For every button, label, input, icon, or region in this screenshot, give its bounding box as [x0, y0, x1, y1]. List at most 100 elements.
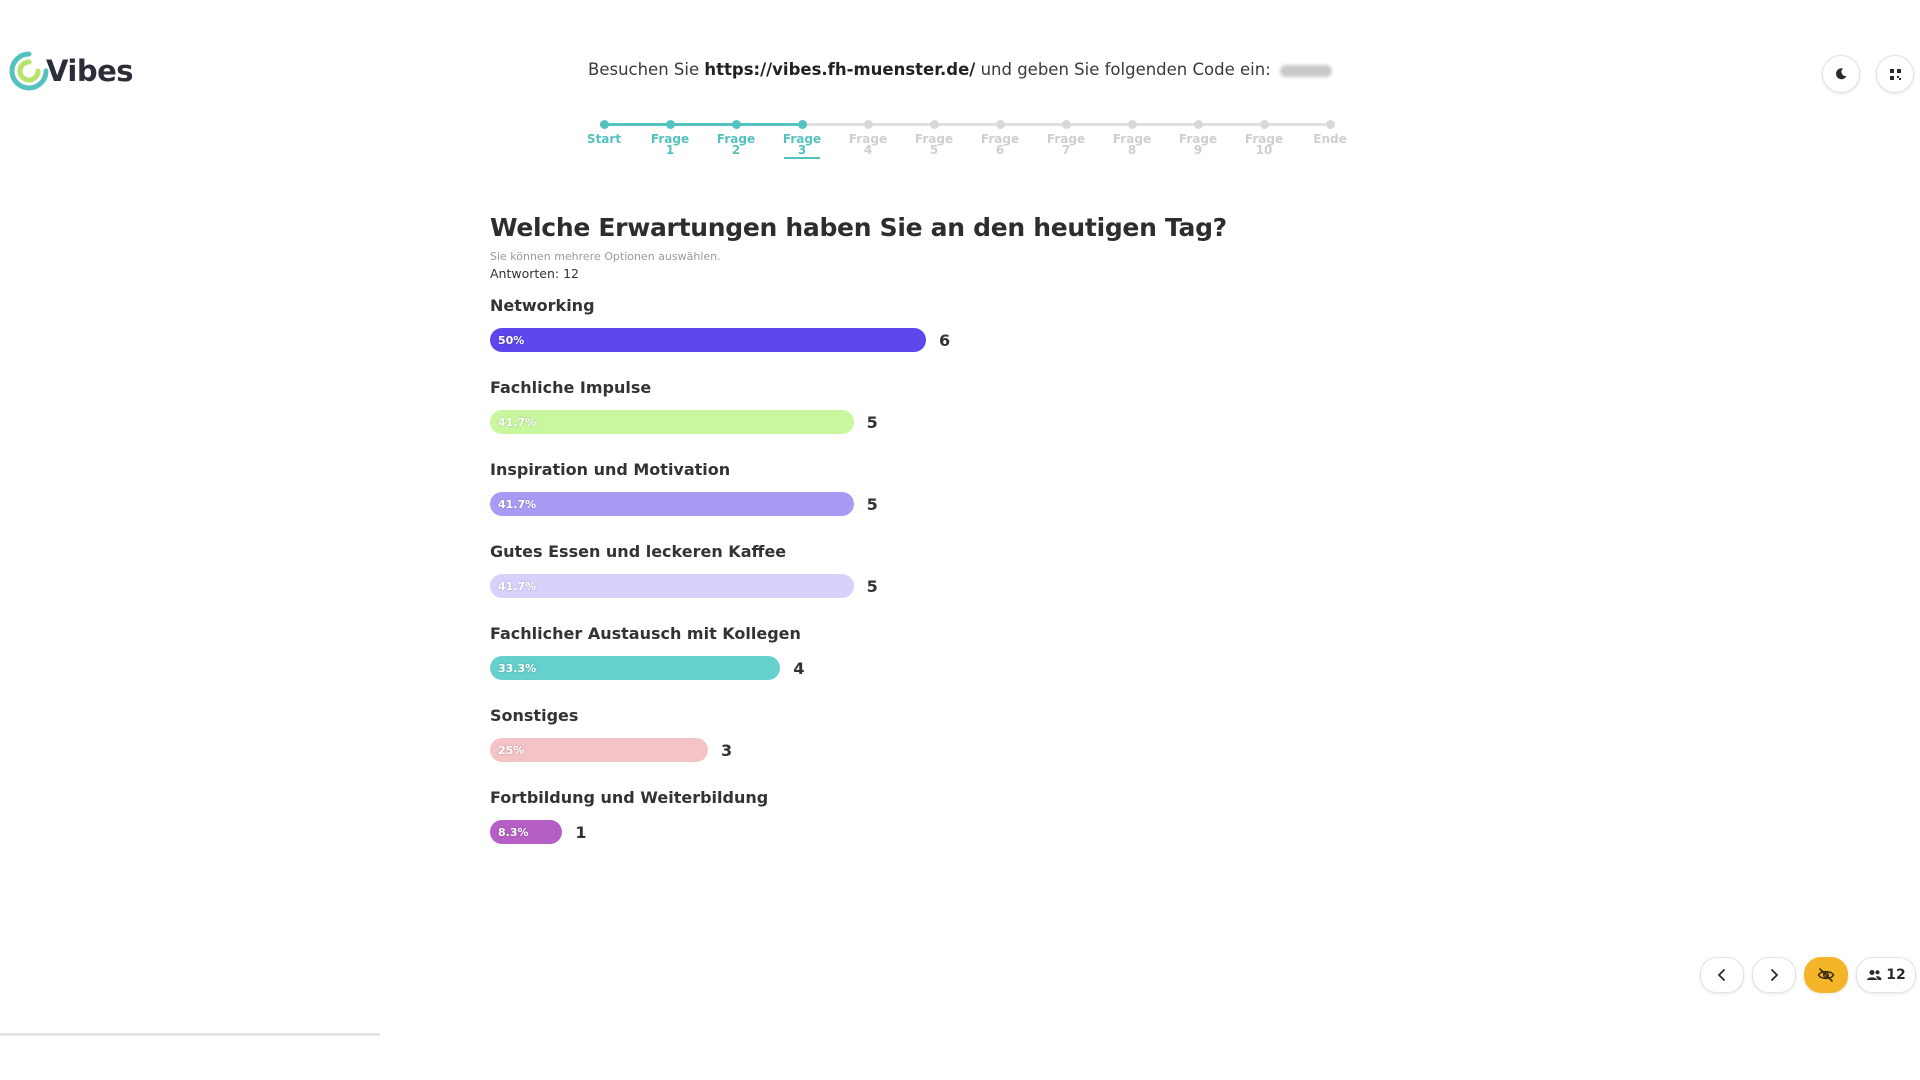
percent-label: 8.3%	[498, 825, 529, 839]
option-label: Fortbildung und Weiterbildung	[490, 788, 769, 807]
option-label: Gutes Essen und leckeren Kaffee	[490, 542, 787, 561]
chevron-left-icon	[1718, 969, 1725, 981]
join-url: https://vibes.fh-muenster.de/	[704, 60, 976, 79]
option-label: Inspiration und Motivation	[490, 460, 731, 479]
step-dot	[665, 120, 675, 129]
step-number: 9	[1193, 143, 1203, 157]
step-label: Start	[586, 132, 622, 146]
option-label: Networking	[490, 296, 595, 315]
participants-button[interactable]: 12	[1856, 957, 1916, 993]
vote-count: 4	[793, 658, 805, 678]
step-number: 2	[731, 143, 741, 157]
theme-toggle-button[interactable]	[1822, 55, 1860, 93]
logo-text: Vibes	[46, 54, 134, 88]
step-dot	[1193, 120, 1203, 129]
step-frage-2[interactable]: Frage 2	[696, 120, 776, 157]
participant-count: 12	[1886, 967, 1906, 983]
step-number: 4	[863, 143, 873, 157]
logo: Vibes	[8, 50, 134, 92]
step-frage-10[interactable]: Frage 10	[1224, 120, 1304, 157]
qr-code-button[interactable]	[1876, 55, 1914, 93]
results-chart: Networking 50% 6 Fachliche Impulse 41.7% 5 Ins…	[490, 296, 1390, 870]
step-frage-9[interactable]: Frage 9	[1158, 120, 1238, 157]
percent-label: 41.7%	[498, 497, 537, 511]
chevron-right-icon	[1771, 969, 1778, 981]
result-bar: 8.3%	[490, 820, 563, 844]
moon-icon	[1835, 68, 1847, 80]
step-label: Frage	[782, 132, 822, 146]
percent-label: 50%	[498, 333, 525, 347]
percent-label: 41.7%	[498, 415, 537, 429]
result-row: Fachliche Impulse 41.7% 5	[490, 378, 1390, 460]
step-frage-4[interactable]: Frage 4	[828, 120, 908, 157]
result-bar: 33.3%	[490, 656, 781, 680]
step-dot	[1259, 120, 1269, 129]
vote-count: 5	[866, 412, 878, 432]
result-row: Inspiration und Motivation 41.7% 5	[490, 460, 1390, 542]
result-row: Sonstiges 25% 3	[490, 706, 1390, 788]
answer-count: Antworten: 12	[490, 266, 579, 281]
option-label: Fachliche Impulse	[490, 378, 652, 397]
step-frage-7[interactable]: Frage 7	[1026, 120, 1106, 157]
step-dot	[797, 120, 807, 129]
qr-code-icon	[1889, 68, 1901, 80]
step-dot	[731, 120, 741, 129]
step-label: Ende	[1313, 132, 1347, 146]
vote-count: 3	[721, 740, 733, 760]
step-frage-3[interactable]: Frage 3	[762, 120, 842, 159]
result-row: Fortbildung und Weiterbildung 8.3% 1	[490, 788, 1390, 870]
step-number: 8	[1127, 143, 1137, 157]
result-row: Networking 50% 6	[490, 296, 1390, 378]
next-button[interactable]	[1752, 957, 1796, 993]
step-label: Frage	[1112, 132, 1152, 146]
step-number: 1	[665, 143, 675, 157]
question-stepper: Start Frage 1 Frage 2 Frage 3 Frage 4 Frage 5 Frage…	[587, 120, 1740, 170]
page-progress-line	[0, 1033, 380, 1036]
question-title: Welche Erwartungen haben Sie an den heut…	[490, 213, 1227, 242]
step-number: 3	[797, 143, 807, 157]
percent-label: 25%	[498, 743, 525, 757]
step-frage-1[interactable]: Frage 1	[630, 120, 710, 157]
step-dot	[929, 120, 939, 129]
step-frage-5[interactable]: Frage 5	[894, 120, 974, 157]
step-frage-8[interactable]: Frage 8	[1092, 120, 1172, 157]
access-code-blurred	[1280, 64, 1332, 77]
step-label: Frage	[980, 132, 1020, 146]
percent-label: 41.7%	[498, 579, 537, 593]
step-dot	[1325, 120, 1335, 129]
step-start[interactable]: Start	[564, 120, 644, 145]
step-label: Frage	[716, 132, 756, 146]
result-bar: 41.7%	[490, 574, 854, 598]
step-number: 7	[1061, 143, 1071, 157]
join-instruction: Besuchen Sie https://vibes.fh-muenster.d…	[0, 60, 1920, 79]
previous-button[interactable]	[1700, 957, 1744, 993]
instruction-suffix: und geben Sie folgenden Code ein:	[980, 60, 1271, 79]
eye-off-icon	[1817, 968, 1835, 982]
users-icon	[1867, 970, 1882, 980]
vote-count: 5	[866, 494, 878, 514]
step-number: 10	[1255, 143, 1273, 157]
option-label: Fachlicher Austausch mit Kollegen	[490, 624, 801, 643]
step-label: Frage	[1244, 132, 1284, 146]
step-dot	[599, 120, 609, 129]
step-ende[interactable]: Ende	[1290, 120, 1370, 145]
logo-icon	[9, 51, 49, 91]
instruction-prefix: Besuchen Sie	[588, 60, 700, 79]
percent-label: 33.3%	[498, 661, 537, 675]
step-frage-6[interactable]: Frage 6	[960, 120, 1040, 157]
step-dot	[863, 120, 873, 129]
result-row: Gutes Essen und leckeren Kaffee 41.7% 5	[490, 542, 1390, 624]
vote-count: 5	[866, 576, 878, 596]
step-label: Frage	[1178, 132, 1218, 146]
step-dot	[1127, 120, 1137, 129]
step-label: Frage	[848, 132, 888, 146]
result-bar: 41.7%	[490, 410, 854, 434]
step-number: 6	[995, 143, 1005, 157]
step-number: 5	[929, 143, 939, 157]
result-row: Fachlicher Austausch mit Kollegen 33.3% 4	[490, 624, 1390, 706]
vote-count: 6	[939, 330, 951, 350]
hide-results-button[interactable]	[1804, 957, 1848, 993]
stepper-track	[600, 123, 1326, 126]
step-dot	[1061, 120, 1071, 129]
result-bar: 25%	[490, 738, 708, 762]
